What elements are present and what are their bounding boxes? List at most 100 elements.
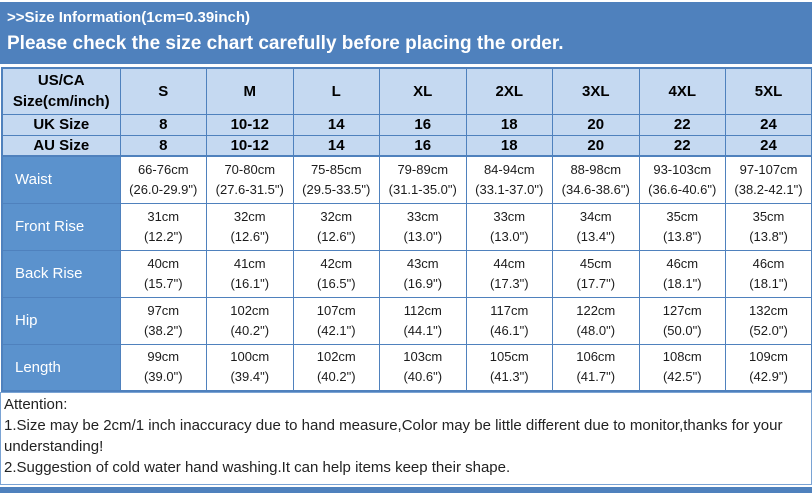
cm-value: 35cm [726,207,811,227]
cm-value: 109cm [726,347,811,367]
cm-value: 102cm [207,301,293,321]
size-column-header: 4XL [639,68,726,114]
measurement-cell: 70-80cm(27.6-31.5") [207,156,294,203]
size-column-header: 3XL [553,68,640,114]
cm-value: 31cm [121,207,207,227]
inch-value: (33.1-37.0") [467,180,553,200]
inch-value: (13.8") [640,227,726,247]
measurement-cell: 35cm(13.8") [726,203,812,250]
inch-value: (12.6") [207,227,293,247]
measurement-cell: 127cm(50.0") [639,297,726,344]
measurement-row-label: Length [2,344,120,391]
size-row-label: UK Size [2,114,120,135]
cm-value: 88-98cm [553,160,639,180]
cm-value: 40cm [121,254,207,274]
measurement-cell: 75-85cm(29.5-33.5") [293,156,380,203]
inch-value: (16.9") [380,274,466,294]
inch-value: (38.2-42.1") [726,180,811,200]
measurement-cell: 41cm(16.1") [207,250,294,297]
cm-value: 103cm [380,347,466,367]
cm-value: 117cm [467,301,553,321]
cm-value: 32cm [207,207,293,227]
inch-value: (29.5-33.5") [294,180,380,200]
measurement-cell: 99cm(39.0") [120,344,207,391]
cm-value: 127cm [640,301,726,321]
size-information-banner: >>Size Information(1cm=0.39inch) Please … [0,2,812,64]
cm-value: 102cm [294,347,380,367]
size-value-cell: 8 [120,114,207,135]
measurement-cell: 35cm(13.8") [639,203,726,250]
cm-value: 45cm [553,254,639,274]
measurement-cell: 84-94cm(33.1-37.0") [466,156,553,203]
cm-value: 97-107cm [726,160,811,180]
measurement-cell: 106cm(41.7") [553,344,640,391]
measurement-cell: 79-89cm(31.1-35.0") [380,156,467,203]
measurement-cell: 33cm(13.0") [466,203,553,250]
measurement-cell: 46cm(18.1") [726,250,812,297]
size-value-cell: 20 [553,114,640,135]
bottom-divider-bar [0,487,812,493]
cm-value: 32cm [294,207,380,227]
inch-value: (16.5") [294,274,380,294]
cm-value: 75-85cm [294,160,380,180]
measurement-cell: 112cm(44.1") [380,297,467,344]
cm-value: 42cm [294,254,380,274]
measurement-cell: 31cm(12.2") [120,203,207,250]
inch-value: (42.1") [294,321,380,341]
attention-title: Attention: [4,395,807,415]
inch-value: (13.4") [553,227,639,247]
inch-value: (42.5") [640,367,726,387]
size-column-header: 5XL [726,68,812,114]
cm-value: 132cm [726,301,811,321]
inch-value: (39.4") [207,367,293,387]
measurement-cell: 45cm(17.7") [553,250,640,297]
cm-value: 108cm [640,347,726,367]
inch-value: (13.8") [726,227,811,247]
size-chart-corner-header: US/CA Size(cm/inch) [2,68,120,114]
measurement-cell: 34cm(13.4") [553,203,640,250]
cm-value: 35cm [640,207,726,227]
measurement-cell: 42cm(16.5") [293,250,380,297]
cm-value: 122cm [553,301,639,321]
cm-value: 79-89cm [380,160,466,180]
size-row-label: AU Size [2,135,120,156]
measurement-cell: 66-76cm(26.0-29.9") [120,156,207,203]
size-column-header: L [293,68,380,114]
measurement-cell: 117cm(46.1") [466,297,553,344]
cm-value: 70-80cm [207,160,293,180]
size-value-cell: 22 [639,135,726,156]
inch-value: (41.7") [553,367,639,387]
inch-value: (12.6") [294,227,380,247]
measurement-cell: 122cm(48.0") [553,297,640,344]
cm-value: 99cm [121,347,207,367]
size-value-cell: 14 [293,135,380,156]
size-value-cell: 10-12 [207,114,294,135]
inch-value: (18.1") [640,274,726,294]
measurement-row-label: Waist [2,156,120,203]
cm-value: 33cm [380,207,466,227]
inch-value: (40.6") [380,367,466,387]
cm-value: 93-103cm [640,160,726,180]
size-value-cell: 10-12 [207,135,294,156]
attention-item-list: 1.Size may be 2cm/1 inch inaccuracy due … [4,415,807,478]
measurement-row-label: Back Rise [2,250,120,297]
measurement-cell: 32cm(12.6") [207,203,294,250]
size-column-header: XL [380,68,467,114]
cm-value: 33cm [467,207,553,227]
inch-value: (42.9") [726,367,811,387]
cm-value: 100cm [207,347,293,367]
size-value-cell: 22 [639,114,726,135]
inch-value: (38.2") [121,321,207,341]
measurement-cell: 132cm(52.0") [726,297,812,344]
measurement-cell: 103cm(40.6") [380,344,467,391]
inch-value: (39.0") [121,367,207,387]
measurement-cell: 46cm(18.1") [639,250,726,297]
cm-value: 106cm [553,347,639,367]
